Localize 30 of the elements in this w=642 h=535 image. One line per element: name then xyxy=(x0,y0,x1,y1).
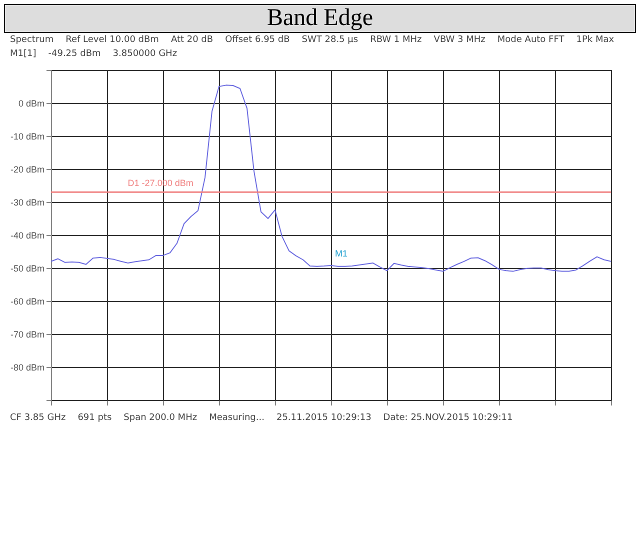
text: Spectrum xyxy=(10,35,54,45)
text: CF 3.85 GHz xyxy=(10,413,66,423)
y-tick-label: -10 dBm xyxy=(10,132,44,142)
text: Measuring... xyxy=(209,413,264,423)
y-tick-label: -50 dBm xyxy=(10,264,44,274)
text: Date: 25.NOV.2015 10:29:11 xyxy=(383,413,513,423)
y-tick-label: -60 dBm xyxy=(10,296,44,306)
text: Offset 6.95 dB xyxy=(225,35,290,45)
text: Span 200.0 MHz xyxy=(124,413,198,423)
text: SWT 28.5 µs xyxy=(302,35,358,45)
text: 3.850000 GHz xyxy=(112,49,178,59)
text: M1[1] xyxy=(10,49,36,59)
y-tick-label: -40 dBm xyxy=(10,230,44,240)
chart-title: Band Edge xyxy=(4,4,636,33)
y-tick-label: -70 dBm xyxy=(10,330,44,340)
text: VBW 3 MHz xyxy=(434,35,486,45)
y-tick-label: -80 dBm xyxy=(10,362,44,372)
text: Mode Auto FFT xyxy=(497,35,564,45)
annotation: M1 xyxy=(335,248,348,259)
text: 691 pts xyxy=(78,413,112,423)
text: Ref Level 10.00 dBm xyxy=(66,35,159,45)
text: Att 20 dB xyxy=(170,35,214,45)
text: -49.25 dBm xyxy=(48,49,101,59)
text: RBW 1 MHz xyxy=(370,35,422,45)
y-tick-label: 0 dBm xyxy=(18,98,44,108)
text: 1Pk Max xyxy=(576,35,614,45)
text: 25.11.2015 10:29:13 xyxy=(276,413,372,423)
y-tick-label: -30 dBm xyxy=(10,198,44,208)
y-tick-label: -20 dBm xyxy=(10,164,44,174)
line-series xyxy=(50,84,612,272)
